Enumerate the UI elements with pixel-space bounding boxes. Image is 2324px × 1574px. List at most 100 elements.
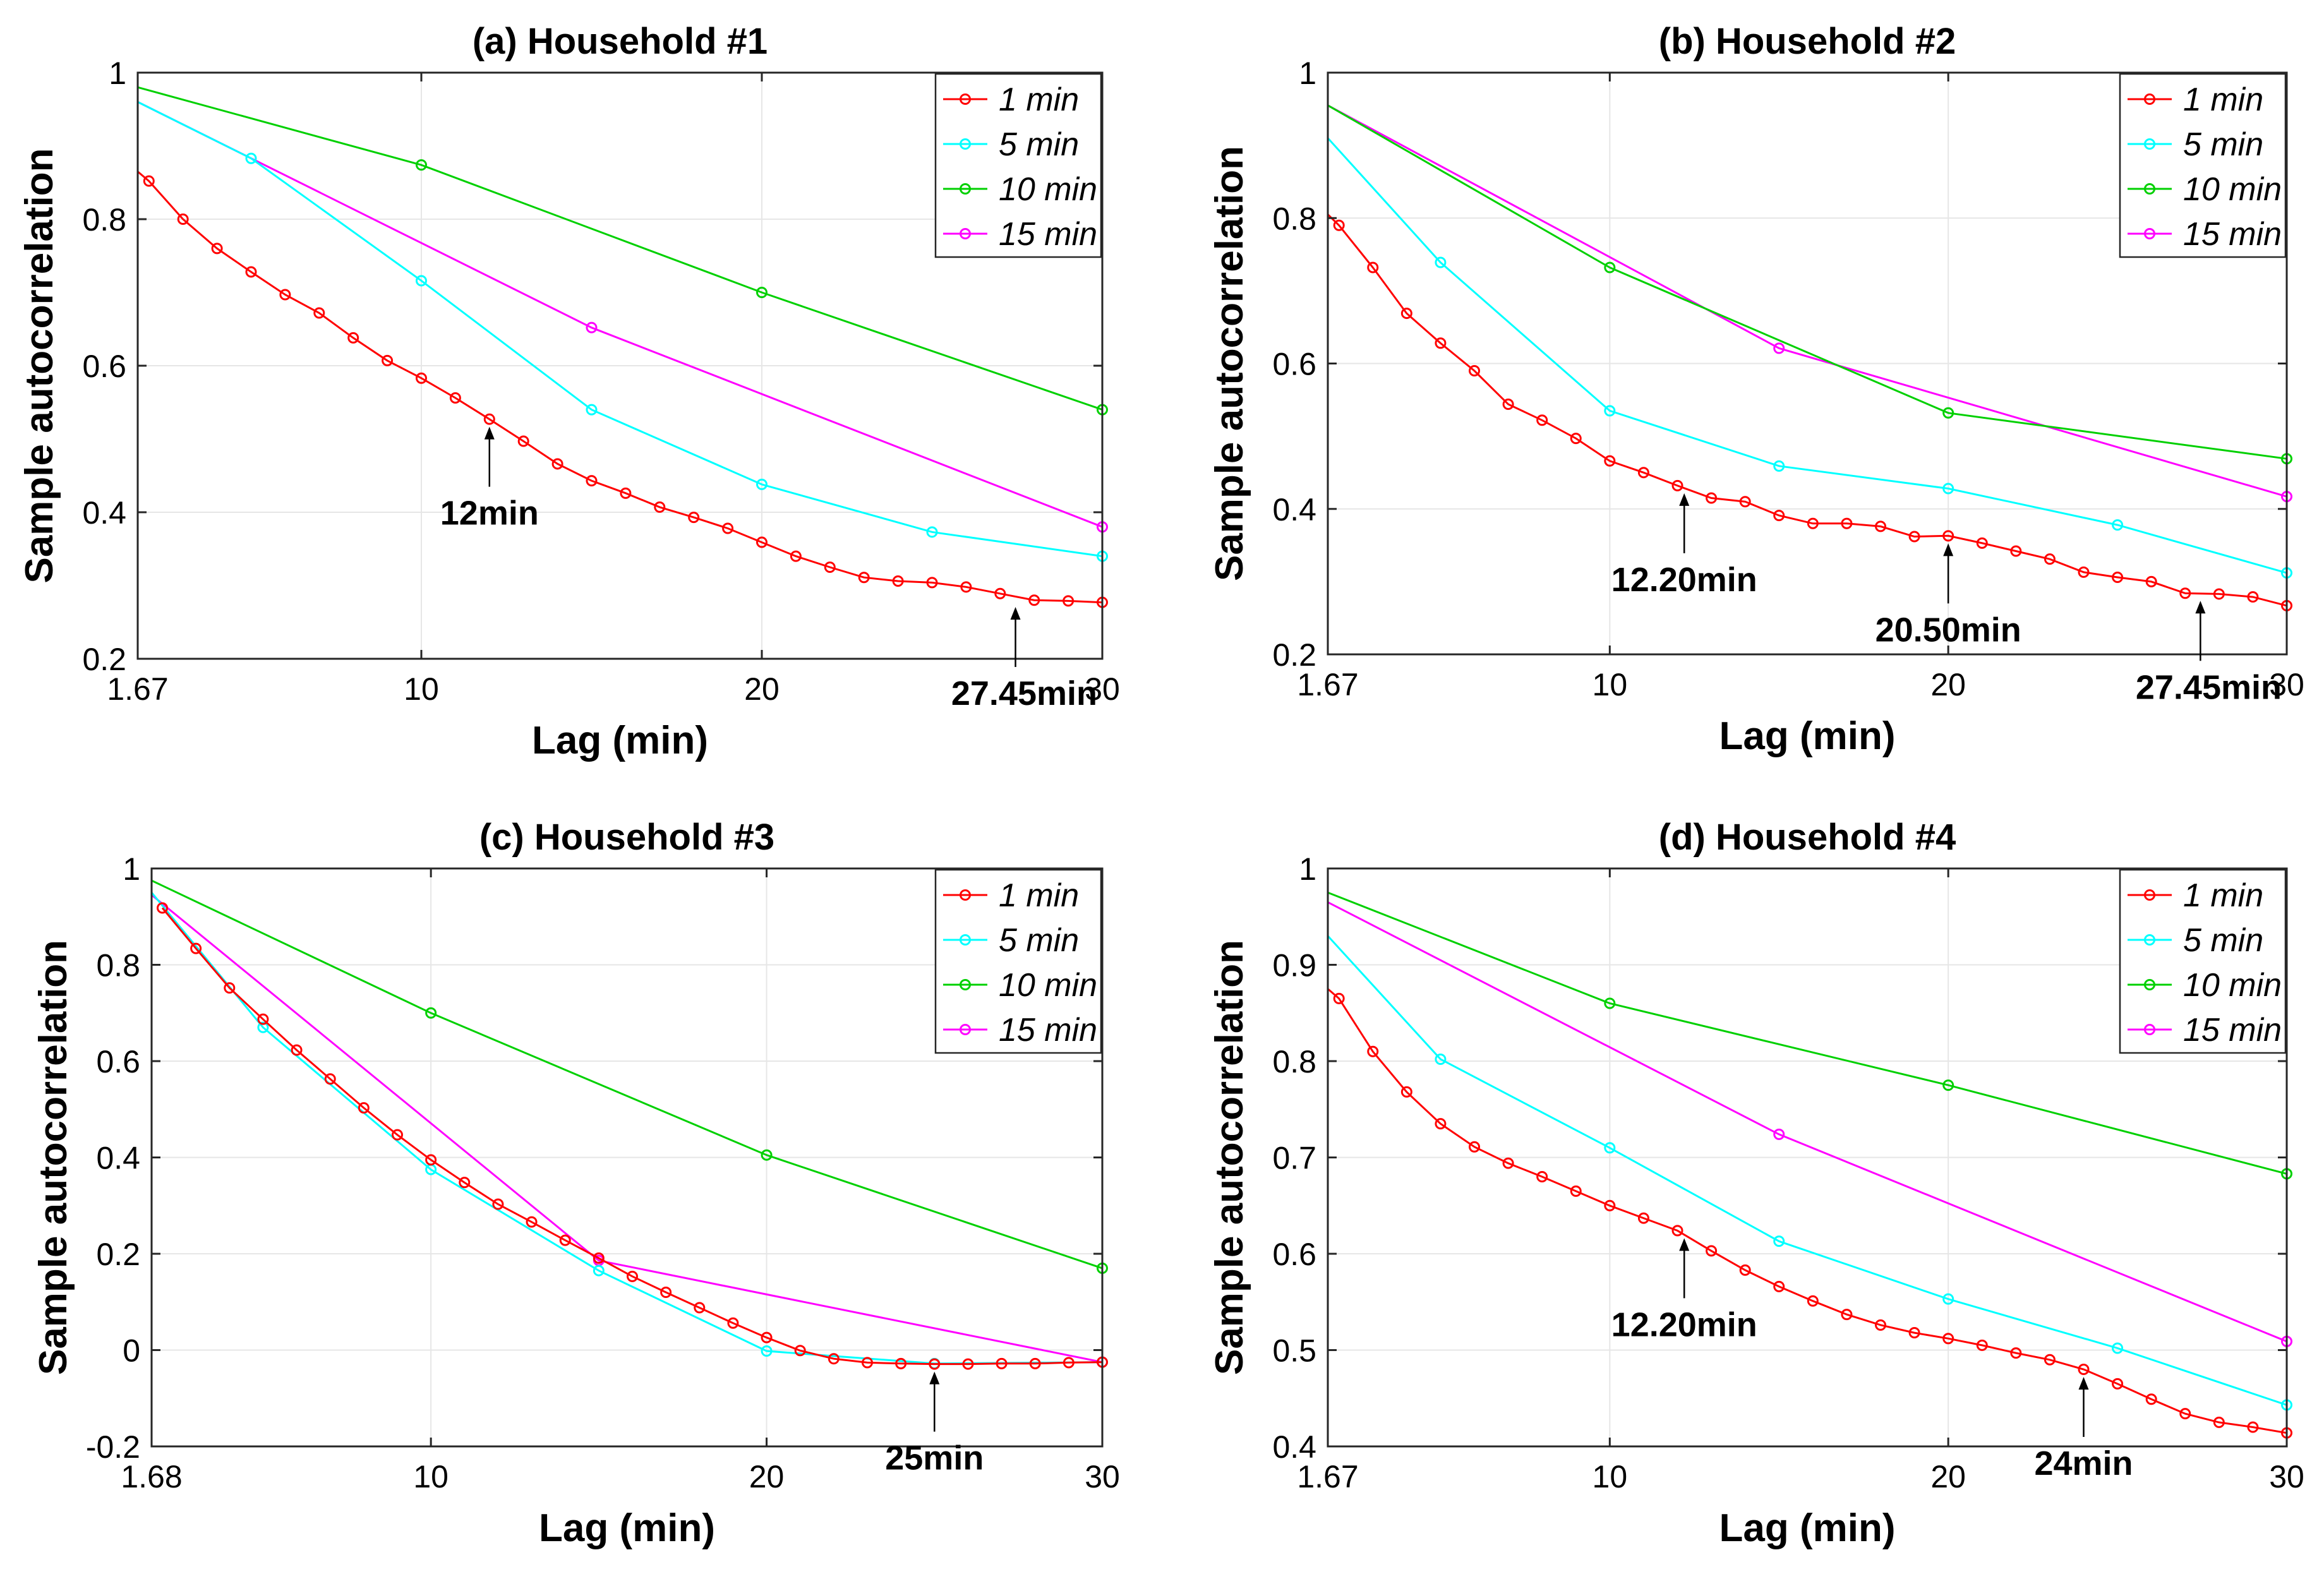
data-point-1-min: [620, 487, 632, 499]
data-point-5-min: [1604, 405, 1616, 417]
data-point-1-min: [794, 1345, 806, 1357]
series-line-10-min: [1327, 891, 2287, 1175]
y-tick-label: 1: [123, 851, 140, 887]
y-axis-label: Sample autocorrelation: [32, 940, 75, 1375]
annotation: 12.20min: [1611, 1238, 1757, 1343]
data-point-1-min: [2213, 588, 2225, 600]
panel-d: 1.67 10 20 30 0.4 0.5 0.6 0.7 0.8 0.9 1 (d) Househo…: [1208, 817, 2304, 1550]
data-point-5-min: [1942, 1293, 1954, 1305]
data-point-1-min: [551, 458, 563, 470]
data-point-1-min: [459, 1177, 471, 1189]
data-point-1-min: [1604, 1199, 1616, 1211]
data-point-1-min: [1773, 510, 1785, 522]
annotation: 12.20min: [1611, 493, 1757, 599]
legend-label: 1 min: [999, 81, 1079, 118]
data-point-15-min: [1773, 1128, 1785, 1140]
annotation-arrow-head: [1010, 607, 1021, 620]
x-tick-label: 1.67: [107, 671, 168, 707]
data-point-1-min: [2044, 1354, 2056, 1366]
data-point-1-min: [892, 575, 904, 587]
data-point-15-min: [1773, 342, 1785, 354]
data-point-1-min: [347, 332, 359, 344]
data-point-10-min: [425, 1007, 437, 1019]
data-point-1-min: [1502, 398, 1514, 410]
data-point-1-min: [828, 1353, 840, 1365]
data-point-1-min: [143, 175, 155, 187]
legend-label: 15 min: [999, 216, 1097, 253]
data-point-1-min: [1739, 1264, 1751, 1276]
legend-marker: [2144, 934, 2155, 946]
data-point-1-min: [688, 512, 700, 524]
legend-label: 5 min: [999, 126, 1079, 163]
x-tick-label: 10: [1592, 667, 1628, 702]
data-point-1-min: [279, 289, 291, 301]
panel-title: (a) Household #1: [473, 21, 768, 62]
data-point-5-min: [415, 275, 427, 287]
data-point-1-min: [1536, 1171, 1548, 1182]
annotation: 27.45min: [951, 607, 1097, 712]
legend-marker: [2144, 228, 2155, 239]
x-tick-label: 10: [413, 1459, 449, 1494]
x-tick-label: 1.67: [1297, 1459, 1358, 1494]
annotation: 27.45min: [2136, 601, 2282, 706]
data-point-1-min: [449, 392, 461, 404]
data-point-1-min: [996, 1357, 1008, 1369]
data-point-1-min: [1875, 520, 1887, 532]
data-point-1-min: [517, 435, 529, 447]
y-tick-label: 1: [1299, 851, 1316, 887]
data-point-1-min: [1570, 1185, 1582, 1197]
data-point-1-min: [1706, 1245, 1718, 1257]
annotation-label: 25min: [885, 1439, 984, 1477]
y-tick-label: 0.2: [82, 642, 126, 677]
annotation: 20.50min: [1875, 543, 2021, 649]
y-tick-label: 0.6: [96, 1044, 140, 1079]
annotation-label: 27.45min: [2136, 668, 2282, 706]
data-point-1-min: [1671, 1225, 1683, 1237]
series-group: [1327, 104, 2292, 611]
data-point-1-min: [1908, 531, 1920, 543]
x-axis-label: Lag (min): [1719, 1506, 1896, 1550]
series-line-15-min: [151, 894, 1103, 1364]
x-tick-label: 20: [1930, 1459, 1966, 1494]
legend-label: 1 min: [2183, 81, 2263, 118]
series-group: [1327, 891, 2292, 1439]
y-tick-label: 0.6: [82, 349, 126, 384]
annotation-arrow-head: [2195, 601, 2206, 614]
legend-label: 5 min: [2183, 126, 2263, 163]
data-point-5-min: [1773, 1235, 1785, 1247]
data-point-1-min: [627, 1270, 639, 1282]
series-group: [150, 879, 1108, 1370]
data-point-1-min: [1400, 308, 1412, 320]
legend-marker: [960, 979, 971, 990]
y-tick-label: 0.2: [1272, 637, 1316, 673]
data-point-5-min: [2112, 1342, 2124, 1354]
data-point-5-min: [926, 526, 938, 538]
data-point-1-min: [483, 413, 495, 425]
data-point-1-min: [177, 213, 189, 225]
legend-marker: [2144, 979, 2155, 990]
data-point-1-min: [926, 577, 938, 589]
data-point-10-min: [1942, 1079, 1954, 1091]
data-point-5-min: [756, 478, 768, 490]
data-point-1-min: [1536, 414, 1548, 426]
y-tick-label: 0.2: [96, 1237, 140, 1272]
data-point-1-min: [2112, 571, 2124, 583]
data-point-10-min: [1604, 261, 1616, 273]
legend-label: 15 min: [2183, 1012, 2282, 1048]
y-tick-label: 0.4: [82, 495, 126, 531]
legend-label: 10 min: [2183, 171, 2282, 208]
series-line-10-min: [151, 879, 1103, 1270]
data-point-1-min: [1671, 479, 1683, 491]
data-point-1-min: [1875, 1319, 1887, 1331]
legend-label: 1 min: [999, 877, 1079, 914]
annotation-label: 27.45min: [951, 675, 1097, 712]
data-point-1-min: [1029, 1357, 1041, 1369]
annotation: 25min: [885, 1371, 984, 1477]
panel-title: (d) Household #4: [1659, 817, 1956, 858]
data-point-5-min: [1773, 460, 1785, 472]
data-point-1-min: [862, 1357, 874, 1369]
annotation-label: 12.20min: [1611, 1306, 1757, 1343]
x-tick-label: 20: [749, 1459, 785, 1494]
data-point-1-min: [2247, 591, 2259, 603]
data-point-1-min: [1435, 337, 1447, 349]
